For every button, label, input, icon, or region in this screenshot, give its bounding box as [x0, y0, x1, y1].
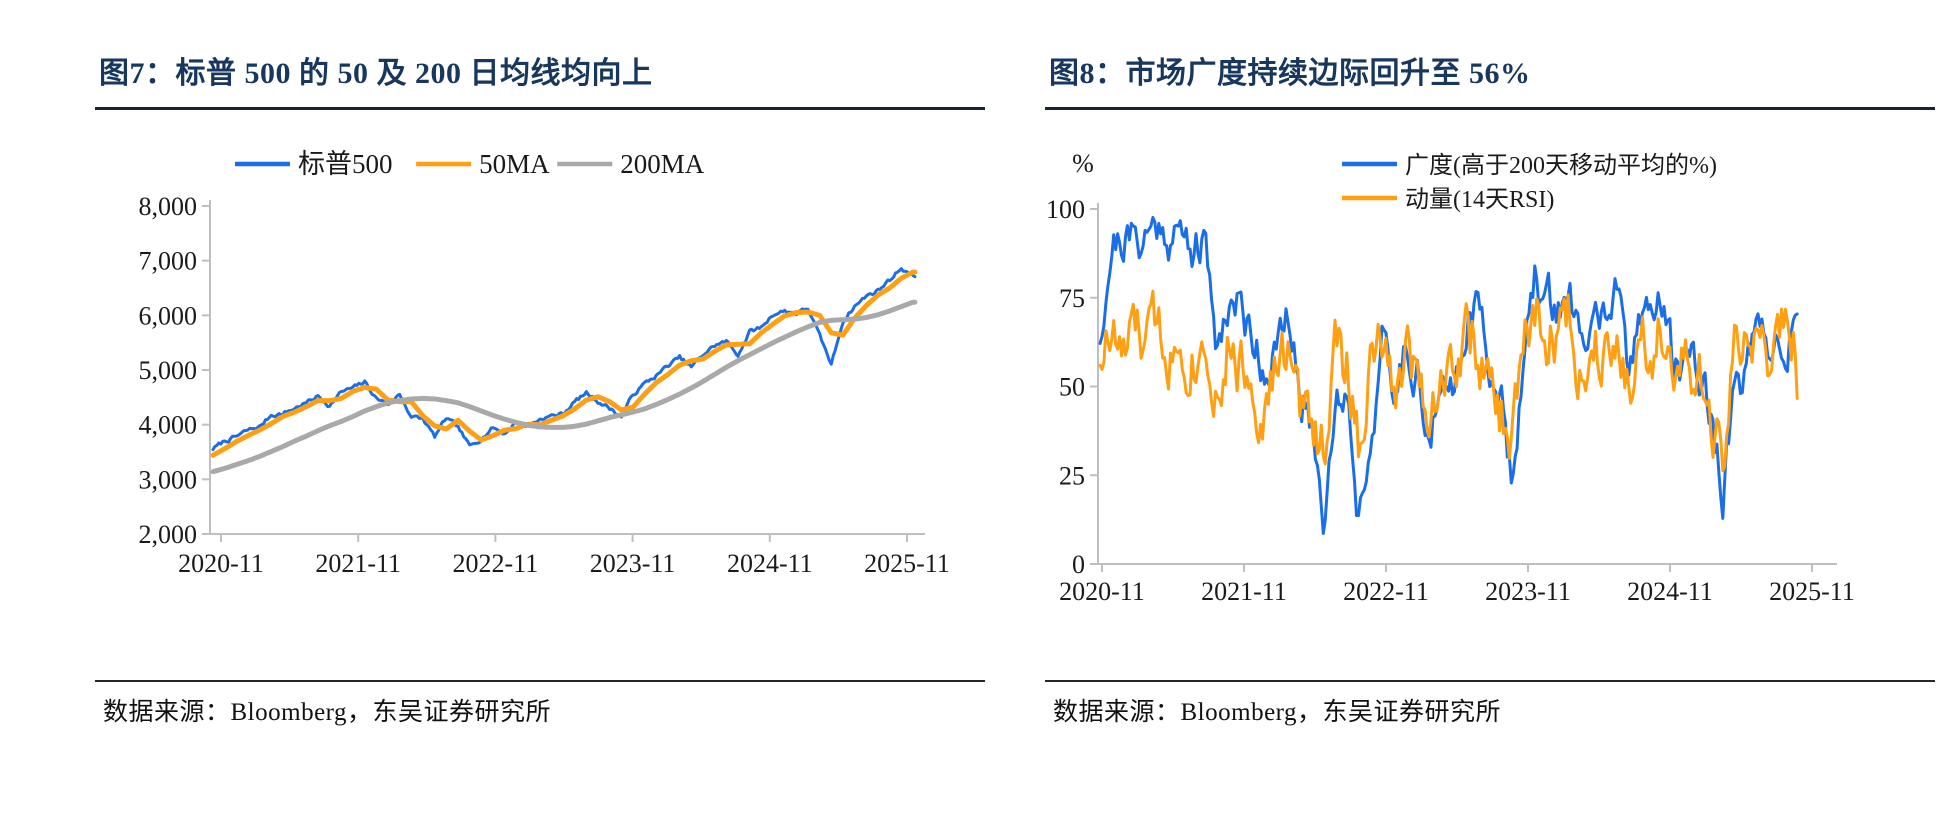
x-tick-label: 2024-11 — [727, 549, 813, 578]
y-tick-label: 0 — [1072, 550, 1085, 579]
figure-8-title: 图8：市场广度持续边际回升至 56% — [1045, 48, 1935, 110]
y-tick-label: 50 — [1059, 373, 1085, 402]
y-tick-label: 25 — [1059, 461, 1085, 490]
x-tick-label: 2023-11 — [590, 549, 676, 578]
y-tick-label: 6,000 — [139, 301, 198, 330]
figure-7-footer: 数据来源：Bloomberg，东吴证券研究所 — [95, 680, 985, 728]
legend-label: 200MA — [620, 149, 705, 179]
sp500-moving-average-chart: 2,000 3,000 4,000 5,000 6,000 7,000 8,000 2020-… — [95, 114, 985, 614]
x-tick-label: 2022-11 — [1343, 577, 1429, 606]
y-tick-label: 7,000 — [139, 247, 198, 276]
x-tick-label: 2021-11 — [315, 549, 401, 578]
legend-label: 广度(高于200天移动平均的%) — [1405, 152, 1717, 179]
figure-7-title: 图7：标普 500 的 50 及 200 日均线均向上 — [95, 48, 985, 110]
x-tick-label: 2025-11 — [1769, 577, 1855, 606]
y-tick-label: 2,000 — [139, 520, 198, 549]
figure-8-source: 数据来源：Bloomberg，东吴证券研究所 — [1053, 699, 1502, 726]
series-line-rsi-momentum — [1098, 289, 1799, 473]
x-tick-label: 2022-11 — [453, 549, 539, 578]
x-tick-label: 2023-11 — [1485, 577, 1571, 606]
x-tick-label: 2021-11 — [1201, 577, 1287, 606]
y-tick-label: 75 — [1059, 284, 1085, 313]
x-tick-label: 2025-11 — [864, 549, 950, 578]
figure-7: 图7：标普 500 的 50 及 200 日均线均向上 2,000 3,000 4,… — [95, 48, 985, 728]
y-tick-label: 100 — [1046, 195, 1085, 224]
series-line-breadth — [1098, 215, 1799, 535]
y-axis-unit-label: % — [1072, 149, 1094, 178]
figure-8: 图8：市场广度持续边际回升至 56% 0 25 50 75 100% 2020-11 202… — [1045, 48, 1935, 728]
y-tick-label: 5,000 — [139, 356, 198, 385]
series-line-ma200 — [210, 299, 918, 475]
x-tick-label: 2020-11 — [178, 549, 264, 578]
x-tick-label: 2020-11 — [1059, 577, 1145, 606]
legend-label: 标普500 — [298, 149, 393, 179]
figure-7-source: 数据来源：Bloomberg，东吴证券研究所 — [103, 699, 552, 726]
y-tick-label: 8,000 — [139, 192, 198, 221]
x-tick-label: 2024-11 — [1627, 577, 1713, 606]
series-line-sp500 — [211, 267, 917, 452]
legend-label: 50MA — [479, 149, 550, 179]
y-tick-label: 3,000 — [139, 465, 198, 494]
breadth-chart-canvas: 0 25 50 75 100% 2020-11 2021-11 2022-11 2023-11 2… — [1046, 149, 1855, 606]
market-breadth-chart: 0 25 50 75 100% 2020-11 2021-11 2022-11 2023-11 2… — [1045, 114, 1935, 614]
legend-label: 动量(14天RSI) — [1405, 186, 1554, 213]
figure-8-footer: 数据来源：Bloomberg，东吴证券研究所 — [1045, 680, 1935, 728]
y-tick-label: 4,000 — [139, 411, 198, 440]
sp500-chart-canvas: 2,000 3,000 4,000 5,000 6,000 7,000 8,000 2020-… — [139, 149, 950, 578]
series-line-ma50 — [210, 269, 918, 458]
